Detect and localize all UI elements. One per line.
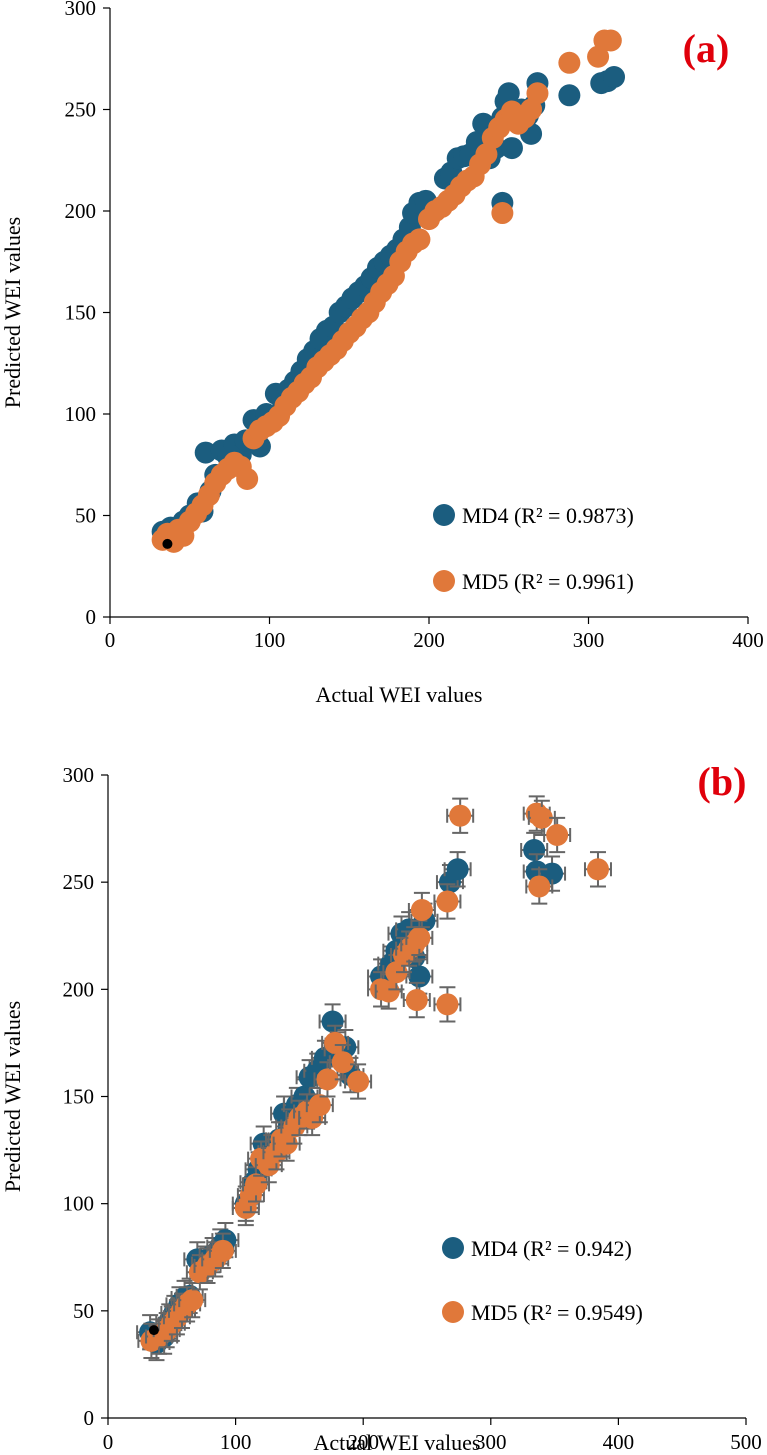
panel-b-data-point xyxy=(405,989,428,1012)
panel-b-origin-marker xyxy=(148,1325,159,1336)
panel-a-legend-marker-md4 xyxy=(433,504,455,526)
panel-b-legend-marker-md4 xyxy=(442,1237,464,1259)
panel-b-data-point xyxy=(321,1010,344,1033)
panel-b-data-point xyxy=(408,926,431,949)
panel-a-y-tick-label: 100 xyxy=(65,402,97,426)
panel-a-data-point xyxy=(500,137,523,160)
panel-b-data-point xyxy=(347,1070,370,1093)
panel-b-x-axis-label: Actual WEI values xyxy=(314,1430,481,1455)
panel-a-data-point xyxy=(599,29,622,52)
panel-b-legend-label-md4: MD4 (R² = 0.942) xyxy=(471,1236,632,1261)
panel-a-x-axis-label: Actual WEI values xyxy=(316,682,483,707)
panel-b-y-axis-label: Predicted WEI values xyxy=(0,1001,25,1192)
panel-b-x-tick-label: 100 xyxy=(220,1430,252,1454)
panel-b-x-tick-label: 300 xyxy=(475,1430,507,1454)
panel-a-y-tick-label: 300 xyxy=(65,0,97,20)
panel-b-series-md5 xyxy=(137,795,612,1359)
panel-a-x-tick-label: 300 xyxy=(573,628,605,652)
panel-b-data-point xyxy=(410,899,433,922)
panel-b-data-point xyxy=(408,965,431,988)
panel-a-x-tick-label: 200 xyxy=(413,628,445,652)
panel-b-data-point xyxy=(436,993,459,1016)
panel-b-data-point xyxy=(181,1289,204,1312)
panel-a-x-tick-label: 0 xyxy=(105,628,116,652)
panel-b-x-tick-label: 500 xyxy=(730,1430,762,1454)
panel-b-y-tick-label: 200 xyxy=(63,977,95,1001)
panel-a-y-tick-label: 50 xyxy=(75,504,96,528)
panel-a-origin-marker xyxy=(162,538,173,549)
panel-b-scatter-chart: 0 50 100 150 200 250 300 0 100 200 300 400 500 Actual… xyxy=(0,759,762,1455)
panel-a-data-point xyxy=(497,82,520,105)
panel-b-y-tick-label: 100 xyxy=(63,1192,95,1216)
panel-a-data-point xyxy=(194,441,217,464)
panel-b-y-tick-label: 250 xyxy=(63,870,95,894)
panel-b-y-tick-label: 0 xyxy=(84,1406,95,1430)
panel-a-legend-label-md4: MD4 (R² = 0.9873) xyxy=(462,503,634,528)
panel-b-x-tick-label: 0 xyxy=(103,1430,114,1454)
panel-b-x-tick-label: 400 xyxy=(603,1430,635,1454)
panel-b-axes xyxy=(107,775,746,1419)
panel-b-y-tick-label: 150 xyxy=(63,1085,95,1109)
panel-b-legend-marker-md5 xyxy=(442,1301,464,1323)
panel-b-data-point xyxy=(324,1031,347,1054)
panel-b-data-point xyxy=(530,806,553,829)
panel-a-y-tick-label: 200 xyxy=(65,199,97,223)
panel-a-y-tick-label: 250 xyxy=(65,98,97,122)
panel-a-data-point xyxy=(491,202,514,225)
panel-b-data-point xyxy=(436,890,459,913)
panel-b-data-point xyxy=(528,875,551,898)
panel-a-legend-marker-md5 xyxy=(433,570,455,592)
panel-b-data-point xyxy=(586,858,609,881)
panel-b-data-point xyxy=(211,1239,234,1262)
panel-b-x-tick-label: 200 xyxy=(347,1430,379,1454)
panel-a-x-tick-label: 400 xyxy=(732,628,764,652)
panel-a-legend-label-md5: MD5 (R² = 0.9961) xyxy=(462,569,634,594)
panel-b-data-point xyxy=(331,1051,354,1074)
panel-a-data-point xyxy=(558,84,581,107)
panel-b-data-point xyxy=(523,839,546,862)
panel-a-y-axis-label: Predicted WEI values xyxy=(0,217,25,408)
panel-b-data-point xyxy=(245,1173,268,1196)
panel-b-data-point xyxy=(546,824,569,847)
panel-a-axes xyxy=(109,8,748,618)
panel-b-data-point xyxy=(377,980,400,1003)
panel-b-data-point xyxy=(308,1094,331,1117)
panel-b-legend-label-md5: MD5 (R² = 0.9549) xyxy=(471,1300,643,1325)
panel-a-data-point xyxy=(408,228,431,251)
panel-b-data-point xyxy=(316,1068,339,1091)
panel-a-data-point xyxy=(603,66,626,89)
panel-b-y-tick-label: 300 xyxy=(63,763,95,787)
panel-b-data-point xyxy=(446,858,469,881)
panel-b-label: (b) xyxy=(698,759,747,804)
panel-b-data-point xyxy=(449,804,472,827)
panel-a-series-md5 xyxy=(151,29,622,553)
panel-a-scatter-chart: 0 50 100 150 200 250 300 0 100 200 300 400 Actual WE… xyxy=(0,0,764,707)
panel-a-data-point xyxy=(236,467,259,490)
panel-a-y-tick-label: 150 xyxy=(65,301,97,325)
panel-a-data-point xyxy=(526,82,549,105)
panel-a-x-tick-label: 100 xyxy=(254,628,286,652)
panel-a-label: (a) xyxy=(683,26,730,71)
panel-a-data-point xyxy=(558,51,581,74)
panel-a-y-tick-label: 0 xyxy=(86,605,97,629)
panel-b-y-tick-label: 50 xyxy=(73,1299,94,1323)
